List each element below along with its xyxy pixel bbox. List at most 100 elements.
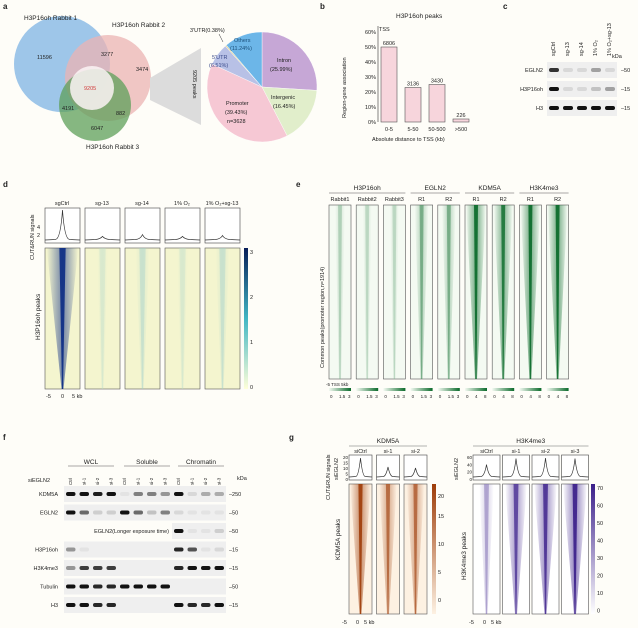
profile-line [348,457,373,478]
heatmap-1 [355,204,379,380]
kda-marker: –50 [621,68,630,74]
protein-band [591,87,601,91]
colorbar [329,388,351,391]
colorbar-tick: 0 [438,598,441,604]
kda-marker: –15 [229,603,238,609]
protein-band [160,492,170,496]
kda-label: kDa [612,54,623,60]
colorbar-tick: 20 [438,494,444,500]
column-title: R1 [472,197,479,203]
colorbar [519,388,542,391]
blot-strip [64,486,226,502]
protein-band [66,510,76,515]
pie-label-intergenic: Intergenic [271,95,295,101]
protein-band [106,566,116,570]
protein-band [214,529,224,533]
venn-count: 4191 [62,106,74,112]
lane-label: 1% O₂ [593,40,599,56]
pie-promoter-count: n=3628 [227,119,246,125]
protein-band [201,566,211,570]
peaks-count-label: 9205 peaks [191,70,197,99]
row-header: siEGLN2 [334,458,340,480]
heatmap-signal-core [543,484,548,614]
column-title: Rabbit2 [358,197,377,203]
profile-line [561,458,589,478]
protein-band [79,603,89,607]
blot-strip [64,504,226,521]
colorbar-tick: 70 [597,486,603,492]
protein-band [133,510,143,515]
protein-band [79,492,89,496]
heatmap-0 [44,247,81,390]
heatmap-panel-g: CUT&RUN signals siEGLN2 siEGLN2 KDM5A pe… [326,438,603,626]
colorbar-tick: 8 [511,394,514,399]
protein-band [174,547,184,552]
colorbar-tick: 8 [538,394,541,399]
protein-band [577,106,587,110]
blot-strip [64,541,226,558]
pie-chart [206,31,318,143]
heatmap-8 [546,204,569,380]
heatmap-0 [328,204,352,380]
heatmap-signal-core [338,205,342,379]
colorbar-tick: 4 [557,394,560,399]
colorbar-tick: 1.5 [339,394,346,399]
signal-profile-plot [403,454,428,481]
heatmap-signal-wedge [215,248,230,389]
profile-line [44,209,81,241]
column-title: R2 [500,197,507,203]
pie-labels: 3'UTR(0.38%) Others (11.24%) 5'UTR (6.51… [190,28,295,125]
protein-band [147,584,157,589]
heatmap-signal-core [572,484,578,614]
protein-band [201,547,211,552]
protein-band [66,566,76,570]
column-title: siCtrl [354,449,367,455]
panel-label-a: a [3,2,8,11]
blot-strip [172,523,226,539]
sieglN2-header: siEGLN2 [28,478,50,484]
heatmap-signal-core [513,484,519,614]
x-tick: -5 [342,620,347,626]
protein-band [201,529,211,533]
protein-band [93,492,103,496]
tss-annotation: TSS [379,27,390,33]
blot-row-label: KDM5A [39,492,58,498]
blot-strip [547,62,617,78]
lane-label: Ctrl [122,478,127,485]
heatmap-signal-wedge [96,248,109,389]
colorbar-tick: 4 [502,394,505,399]
column-title: si-1 [512,449,521,455]
colorbar-tick: 0 [357,394,360,399]
protein-band [174,529,184,533]
protein-band [93,566,103,570]
x-tick: 0 [356,620,359,626]
column-title: R2 [554,197,561,203]
lane-label: Ctrl [68,478,73,485]
protein-band [106,510,116,515]
bar-data-label: 3430 [431,79,443,85]
panel-label-f: f [3,433,6,442]
kdm5a-heatmap-0 [348,483,373,615]
profile-y-label: CUT&RUN signals [326,454,332,500]
group-header: Soluble [136,459,158,466]
blot-row-label: H3 [51,603,58,609]
column-title: 1% O₂ [174,201,190,207]
kda-marker: –15 [621,106,630,112]
protein-band [187,547,197,552]
heatmap-signal-core [385,484,391,614]
pie-value-promoter: (39.43%) [225,110,247,116]
heatmap-4 [437,204,461,380]
bar [452,118,470,123]
colorbar-tick: 0 [250,385,253,391]
colorbar-tick: 3 [375,394,378,399]
colorbar-tick: 20 [597,574,603,580]
lane-label: si-3 [217,477,222,485]
venn-label-rabbit1: H3P16oh Rabbit 1 [24,15,78,22]
signal-profile-plot [376,454,400,481]
protein-band [201,492,211,496]
kda-marker: –15 [621,87,630,93]
pie-value-5utr: (6.51%) [209,63,228,69]
protein-band [605,87,615,91]
colorbar-tick: 0 [597,609,600,615]
